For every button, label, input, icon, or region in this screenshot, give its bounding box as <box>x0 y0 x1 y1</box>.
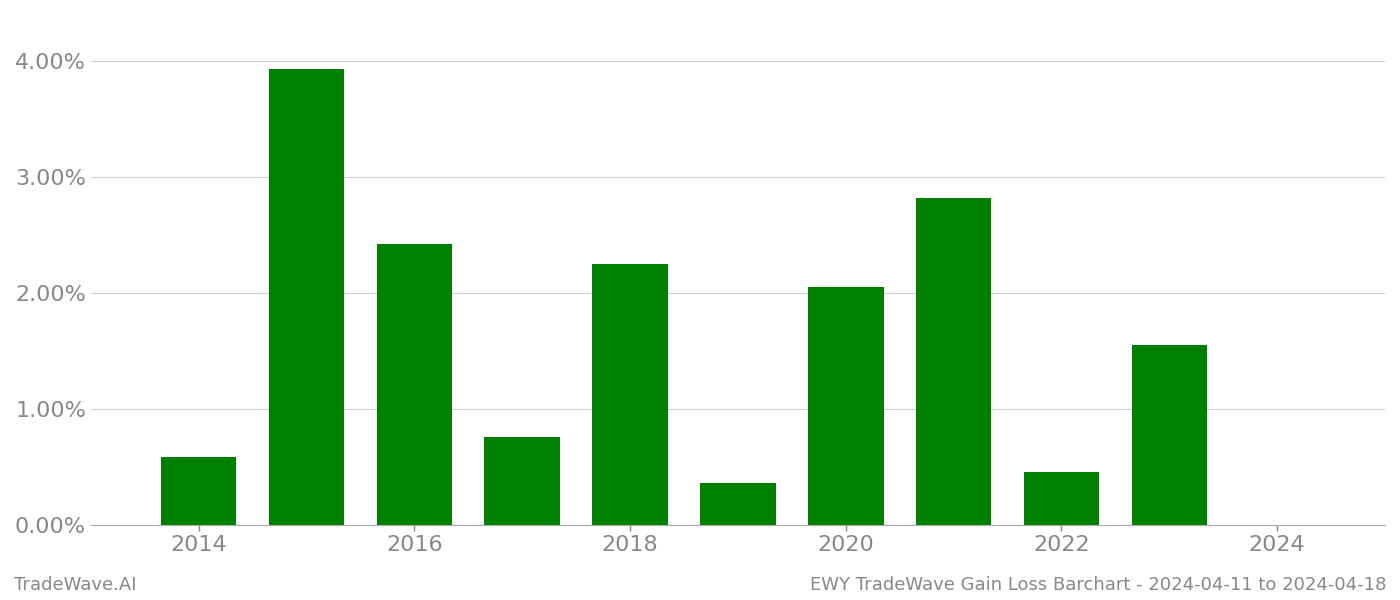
Bar <box>916 198 991 524</box>
Bar <box>808 287 883 524</box>
Bar <box>592 264 668 524</box>
Text: TradeWave.AI: TradeWave.AI <box>14 576 137 594</box>
Bar <box>484 437 560 524</box>
Bar <box>1023 472 1099 524</box>
Bar <box>161 457 237 524</box>
Bar <box>1131 345 1207 524</box>
Bar <box>269 70 344 524</box>
Text: EWY TradeWave Gain Loss Barchart - 2024-04-11 to 2024-04-18: EWY TradeWave Gain Loss Barchart - 2024-… <box>809 576 1386 594</box>
Bar <box>700 483 776 524</box>
Bar <box>377 244 452 524</box>
